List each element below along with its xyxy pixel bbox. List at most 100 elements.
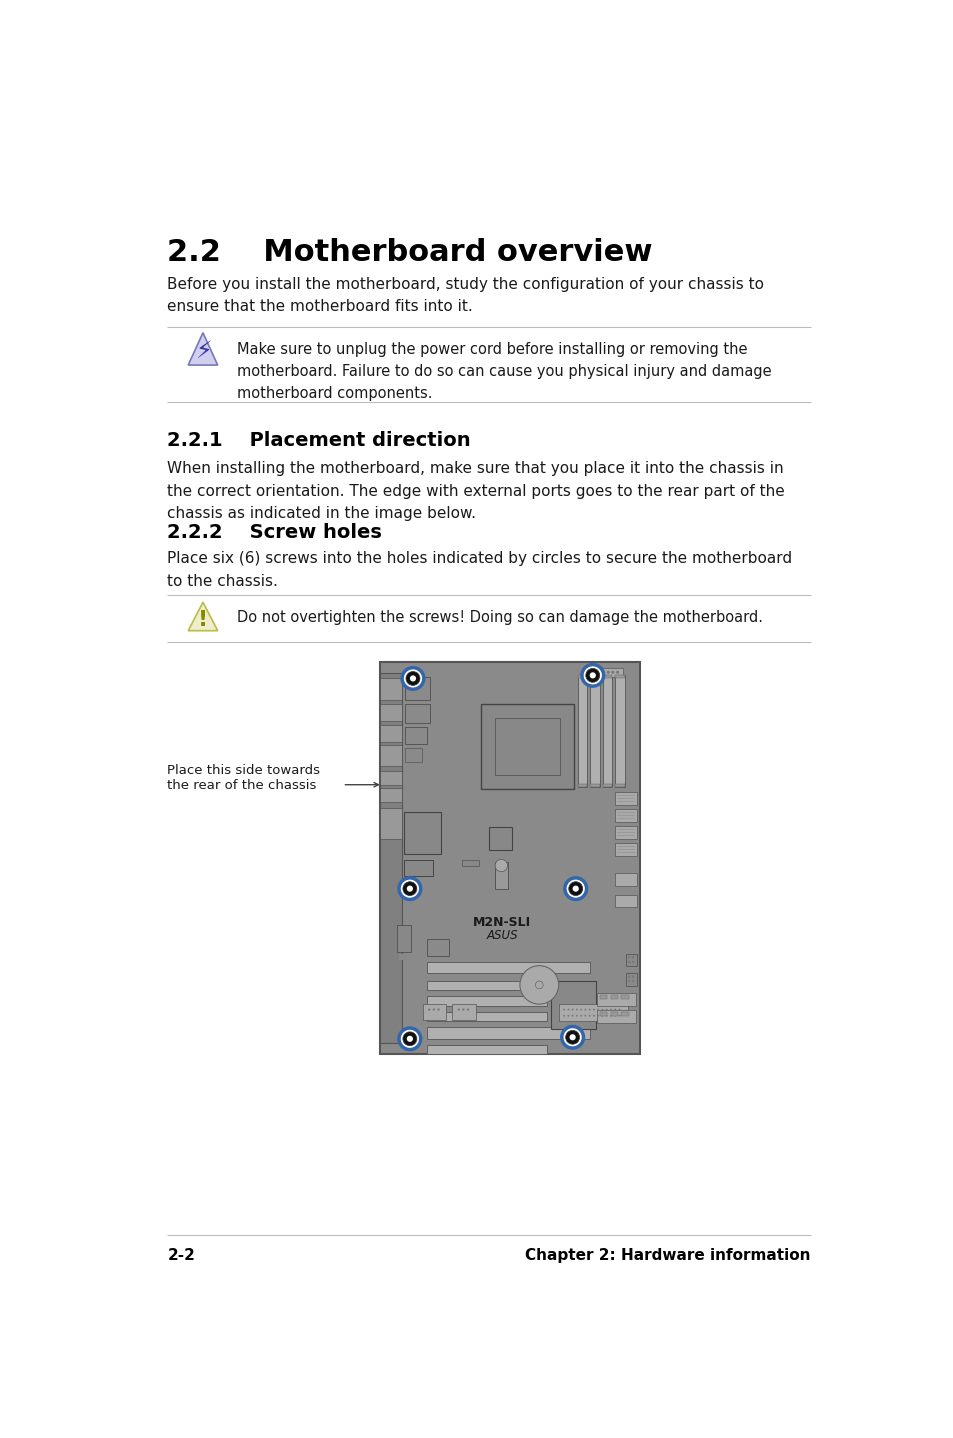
Text: ⚡: ⚡ xyxy=(194,339,211,362)
Circle shape xyxy=(631,979,634,982)
Bar xyxy=(615,676,624,679)
Bar xyxy=(599,667,622,677)
Bar xyxy=(620,995,629,999)
Bar xyxy=(405,728,427,743)
Bar xyxy=(480,703,574,788)
Circle shape xyxy=(584,1015,586,1017)
Bar xyxy=(406,953,407,961)
Circle shape xyxy=(614,1015,616,1017)
Circle shape xyxy=(436,1008,439,1011)
Bar xyxy=(617,831,635,833)
Circle shape xyxy=(571,1008,573,1011)
Bar xyxy=(599,995,607,999)
Bar xyxy=(398,953,400,961)
Bar xyxy=(610,1012,618,1015)
Circle shape xyxy=(495,860,507,871)
Text: Make sure to unplug the power cord before installing or removing the
motherboard: Make sure to unplug the power cord befor… xyxy=(236,342,771,401)
Bar xyxy=(617,851,635,853)
Circle shape xyxy=(584,1008,586,1011)
Circle shape xyxy=(588,1015,590,1017)
Bar xyxy=(405,677,430,700)
Bar xyxy=(617,828,635,830)
Circle shape xyxy=(593,1015,595,1017)
Bar xyxy=(403,881,410,890)
Circle shape xyxy=(614,1008,616,1011)
Bar xyxy=(599,1012,607,1015)
Circle shape xyxy=(576,1008,578,1011)
Bar xyxy=(590,676,599,787)
Bar xyxy=(615,676,624,787)
Bar xyxy=(427,1012,546,1021)
Circle shape xyxy=(605,1008,607,1011)
Circle shape xyxy=(618,1015,619,1017)
Circle shape xyxy=(406,672,419,686)
Bar xyxy=(625,953,637,966)
Circle shape xyxy=(588,1008,590,1011)
Text: M2N-SLI: M2N-SLI xyxy=(473,916,531,929)
Bar xyxy=(625,974,637,985)
Circle shape xyxy=(562,1015,564,1017)
Bar xyxy=(380,679,402,700)
Bar xyxy=(427,1045,546,1054)
Circle shape xyxy=(585,669,599,682)
Circle shape xyxy=(402,881,416,896)
Bar xyxy=(617,835,635,837)
Bar xyxy=(615,843,637,856)
Bar xyxy=(380,661,639,1054)
Circle shape xyxy=(589,673,596,679)
Bar xyxy=(380,703,402,720)
Bar xyxy=(380,788,402,801)
Circle shape xyxy=(609,1008,611,1011)
Circle shape xyxy=(611,670,614,674)
Bar xyxy=(461,860,478,866)
Text: 2.2.2    Screw holes: 2.2.2 Screw holes xyxy=(167,523,382,542)
Circle shape xyxy=(627,979,630,982)
Bar xyxy=(403,811,440,854)
Circle shape xyxy=(606,670,609,674)
Bar xyxy=(427,997,546,1005)
Circle shape xyxy=(601,670,604,674)
Bar xyxy=(617,815,635,817)
Bar xyxy=(615,792,637,805)
Bar xyxy=(617,811,635,814)
Bar xyxy=(427,939,448,956)
Circle shape xyxy=(593,1008,595,1011)
Polygon shape xyxy=(188,332,217,365)
Bar xyxy=(380,673,402,1043)
Text: Place six (6) screws into the holes indicated by circles to secure the motherboa: Place six (6) screws into the holes indi… xyxy=(167,551,792,588)
Circle shape xyxy=(567,1008,569,1011)
Bar xyxy=(488,827,512,850)
Bar xyxy=(452,1004,476,1020)
Bar xyxy=(590,784,599,787)
Bar xyxy=(597,992,636,1007)
Bar xyxy=(427,962,589,974)
Circle shape xyxy=(569,1034,575,1040)
Circle shape xyxy=(601,1008,602,1011)
Text: 2.2.1    Placement direction: 2.2.1 Placement direction xyxy=(167,430,471,450)
Bar xyxy=(422,1004,446,1020)
Circle shape xyxy=(561,1027,583,1048)
Circle shape xyxy=(398,1028,420,1050)
Circle shape xyxy=(567,1015,569,1017)
Bar xyxy=(427,1027,589,1038)
Text: When installing the motherboard, make sure that you place it into the chassis in: When installing the motherboard, make su… xyxy=(167,462,784,521)
Circle shape xyxy=(605,1015,607,1017)
Text: Place this side towards
the rear of the chassis: Place this side towards the rear of the … xyxy=(167,764,320,792)
Circle shape xyxy=(627,961,630,963)
Bar xyxy=(495,861,507,889)
Circle shape xyxy=(406,1035,413,1043)
Bar xyxy=(617,848,635,850)
Text: !: ! xyxy=(197,610,208,630)
Circle shape xyxy=(601,1015,602,1017)
Bar xyxy=(615,894,637,907)
Bar xyxy=(617,798,635,800)
Bar xyxy=(403,953,405,961)
Bar xyxy=(380,745,402,766)
Circle shape xyxy=(618,1008,619,1011)
Bar xyxy=(380,808,402,838)
Circle shape xyxy=(433,1008,435,1011)
Bar xyxy=(578,784,587,787)
Circle shape xyxy=(519,966,558,1004)
Bar xyxy=(558,1004,628,1021)
Circle shape xyxy=(597,1015,598,1017)
